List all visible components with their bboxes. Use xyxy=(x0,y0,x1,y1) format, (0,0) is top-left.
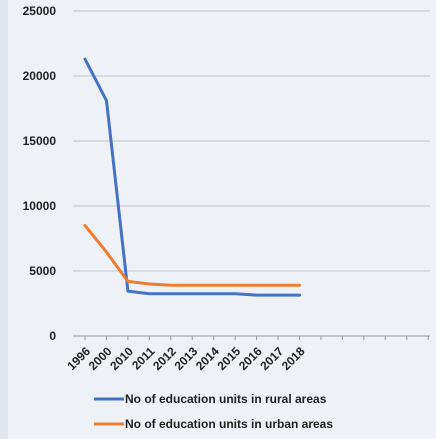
x-tick-label: 2016 xyxy=(236,344,265,373)
x-tick-label: 2011 xyxy=(129,344,158,373)
left-border-band xyxy=(0,0,8,439)
series-line-urban xyxy=(83,224,301,287)
y-axis-ticks: 0 5000 10000 15000 20000 25000 xyxy=(23,4,57,343)
y-tick-label: 25000 xyxy=(23,4,57,18)
gridlines xyxy=(73,10,430,337)
legend-label: No of education units in urban areas xyxy=(125,417,333,431)
series-lines xyxy=(83,57,301,297)
x-tick-label: 2017 xyxy=(257,344,286,373)
y-tick-label: 20000 xyxy=(23,69,57,83)
x-tick-label: 2000 xyxy=(86,344,115,373)
x-tick-label: 2013 xyxy=(172,344,201,373)
x-tick-label: 2015 xyxy=(214,344,243,373)
chart-background xyxy=(8,0,436,439)
y-tick-label: 10000 xyxy=(23,199,57,213)
y-tick-label: 15000 xyxy=(23,134,57,148)
y-tick-label: 5000 xyxy=(29,264,56,278)
series-line-rural xyxy=(83,57,301,297)
x-tick-label: 2018 xyxy=(279,344,308,373)
x-tick-label: 2010 xyxy=(107,344,136,373)
legend-label: No of education units in rural areas xyxy=(125,392,327,406)
x-tick-label: 2014 xyxy=(193,344,222,373)
legend: No of education units in rural areas No o… xyxy=(94,392,333,431)
y-tick-label: 0 xyxy=(49,329,56,343)
x-axis-ticks: 1996200020102011201220132014201520162017… xyxy=(64,336,429,373)
x-tick-label: 2012 xyxy=(150,344,179,373)
x-tick-label: 1996 xyxy=(64,344,93,373)
